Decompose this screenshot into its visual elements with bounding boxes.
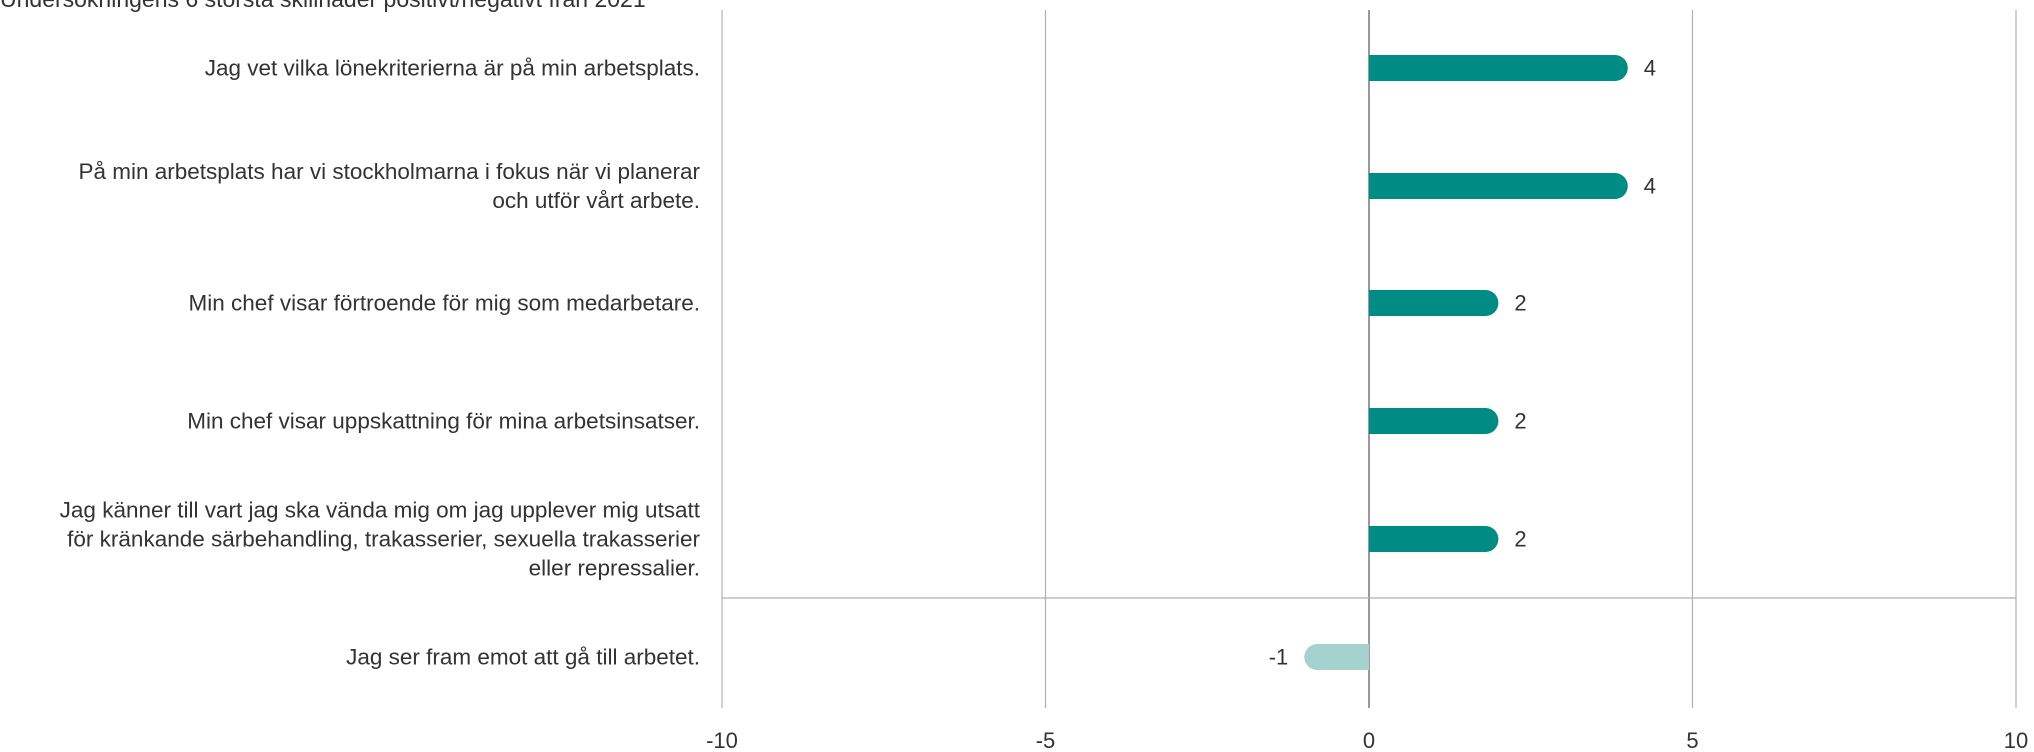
category-label: och utför vårt arbete. bbox=[492, 188, 700, 213]
x-tick-label: -10 bbox=[706, 728, 738, 752]
bar bbox=[1369, 290, 1499, 316]
data-label: 4 bbox=[1644, 174, 1656, 199]
x-tick-label: -5 bbox=[1036, 728, 1056, 752]
x-tick-label: 10 bbox=[2004, 728, 2028, 752]
x-tick-label: 5 bbox=[1686, 728, 1698, 752]
data-label: 2 bbox=[1514, 409, 1526, 434]
bar bbox=[1304, 644, 1369, 670]
category-label: för kränkande särbehandling, trakasserie… bbox=[67, 527, 700, 552]
data-label: -1 bbox=[1269, 645, 1289, 670]
category-label: Jag ser fram emot att gå till arbetet. bbox=[346, 645, 700, 670]
bar bbox=[1369, 526, 1499, 552]
category-label: På min arbetsplats har vi stockholmarna … bbox=[78, 159, 700, 184]
bar bbox=[1369, 55, 1628, 81]
bar bbox=[1369, 408, 1499, 434]
bar bbox=[1369, 173, 1628, 199]
category-label: Jag känner till vart jag ska vända mig o… bbox=[60, 498, 701, 523]
data-label: 2 bbox=[1514, 291, 1526, 316]
x-tick-label: 0 bbox=[1363, 728, 1375, 752]
data-label: 2 bbox=[1514, 527, 1526, 552]
data-label: 4 bbox=[1644, 56, 1656, 81]
category-label: Jag vet vilka lönekriterierna är på min … bbox=[205, 56, 700, 81]
category-label: Min chef visar uppskattning för mina arb… bbox=[187, 409, 700, 434]
category-label: Min chef visar förtroende för mig som me… bbox=[189, 291, 700, 316]
chart-title: Undersökningens 6 största skillnader pos… bbox=[0, 0, 646, 13]
category-label: eller repressalier. bbox=[529, 556, 700, 581]
